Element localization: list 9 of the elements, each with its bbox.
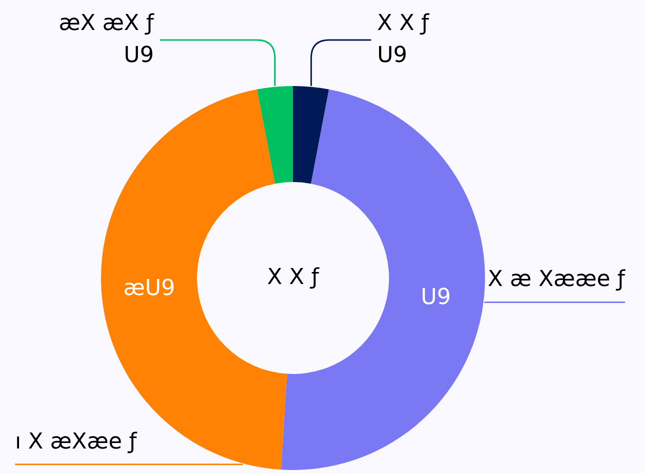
data-label: U9	[377, 43, 408, 68]
data-label: U9	[124, 43, 154, 68]
slice-label: X X ƒ	[377, 11, 430, 36]
text: X X ƒ	[267, 265, 320, 290]
data-label: æU9	[123, 276, 176, 302]
slice-label: ı X æXæe ƒ	[15, 429, 138, 454]
slice-label: æX æX ƒ	[58, 11, 156, 36]
slice-label: X æ Xææe ƒ	[488, 267, 626, 292]
data-label: U9	[420, 285, 451, 310]
